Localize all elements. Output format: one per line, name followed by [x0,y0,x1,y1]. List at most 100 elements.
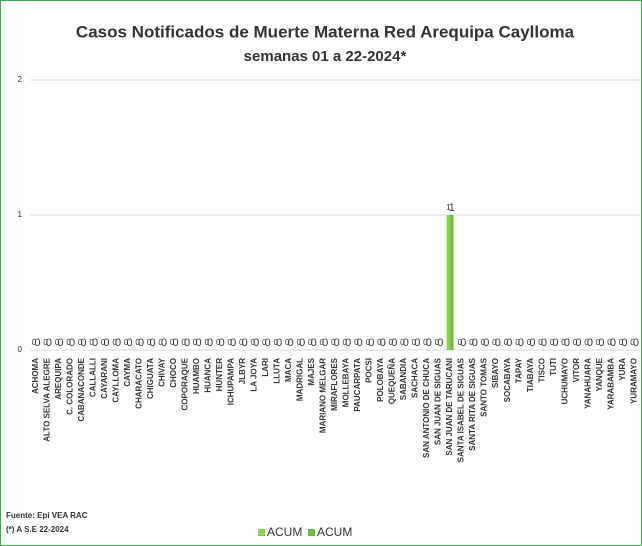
data-label: 0 [633,337,639,349]
data-label: 0 [412,338,417,347]
x-tick-label: LA JOYA [250,358,259,392]
x-tick-label: YANQUE [595,357,604,391]
data-label: 0 [320,338,325,347]
x-tick-label: ICHUPAMPA [227,358,236,405]
data-label: 0 [288,337,294,349]
data-label: 0 [621,337,627,349]
x-tick-label: COPORAQUE [180,357,189,410]
data-label: 0 [483,337,489,349]
data-label: 0 [331,338,336,347]
x-tick-label: SAN ANTONIO DE CHUCA [422,358,431,458]
x-tick-label: PAUCARPATA [353,358,362,412]
data-label: 0 [262,338,267,347]
data-label: 0 [69,337,75,349]
data-label: 0 [368,337,374,349]
data-label: 0 [403,337,409,349]
x-tick-label: LLUTA [273,358,282,384]
data-label: 0 [103,337,109,349]
x-tick-label: CAYLLOMA [111,358,120,403]
x-tick-label: TUTI [549,358,558,376]
data-label: 0 [460,337,466,349]
data-label: 0 [366,338,371,347]
legend-label: ACUM [267,525,302,539]
source-note: Fuente: Epi VEA RAC [6,511,88,520]
bar [450,215,454,350]
data-label: 0 [504,338,509,347]
data-label: 0 [147,338,152,347]
x-tick-label: SOCABAYA [503,358,512,403]
data-label: 0 [357,337,363,349]
data-label: 1 [446,203,451,212]
y-tick-label: 1 [18,210,23,219]
x-tick-label: UCHUMAYO [560,358,569,404]
x-tick-label: MIRAFLORES [330,357,339,411]
data-label: 0 [391,337,397,349]
data-label: 0 [253,337,259,349]
data-label: 0 [472,337,478,349]
data-label: 0 [66,338,71,347]
data-label: 0 [101,338,106,347]
data-label: 0 [619,338,624,347]
x-tick-label: TIABAYA [526,358,535,392]
chart-title: Casos Notificados de Muerte Materna Red … [76,22,575,41]
data-label: 0 [150,337,156,349]
data-label: 0 [276,337,282,349]
x-tick-label: SANTA RITA DE SIGUAS [468,357,477,451]
data-label: 0 [170,338,175,347]
data-label: 0 [193,338,198,347]
data-label: 0 [285,338,290,347]
data-label: 0 [184,337,190,349]
x-tick-label: YANAHUARA [583,358,592,409]
data-label: 1 [449,202,455,214]
data-label: 0 [204,338,209,347]
x-tick-label: CAYARANI [100,358,109,399]
data-label: 0 [552,337,558,349]
x-tick-label: CALLALLI [88,358,97,397]
x-tick-label: SABANDIA [399,358,408,400]
x-tick-label: JLBYR [238,358,247,384]
data-label: 0 [561,338,566,347]
x-tick-label: MACA [284,358,293,382]
data-label: 0 [380,337,386,349]
data-label: 0 [230,337,236,349]
data-label: 0 [506,337,512,349]
data-label: 0 [495,337,501,349]
data-label: 0 [515,338,520,347]
data-label: 0 [173,337,179,349]
x-tick-label: MARIANO MELGAR [319,358,328,433]
x-tick-label: POLOBAYA [376,358,385,402]
x-tick-label: QUEQUEÑA [388,358,397,404]
data-label: 0 [216,338,221,347]
data-label: 0 [334,337,340,349]
data-label: 0 [607,338,612,347]
data-label: 0 [527,338,532,347]
x-tick-label: AREQUIPA [54,358,63,400]
x-tick-label: HUNTER [215,358,224,392]
data-label: 0 [481,338,486,347]
data-label: 0 [518,337,524,349]
x-tick-label: SACHACA [411,358,420,398]
data-label: 0 [354,338,359,347]
data-label: 0 [158,338,163,347]
data-label: 0 [57,337,63,349]
data-label: 0 [43,338,48,347]
data-label: 0 [112,338,117,347]
data-label: 0 [207,337,213,349]
data-label: 0 [32,338,37,347]
y-tick-label: 0 [18,345,23,354]
x-tick-label: SAN JUAN DE SIGUAS [434,357,443,445]
data-label: 0 [458,338,463,347]
data-label: 0 [564,337,570,349]
data-label: 0 [242,337,248,349]
data-label: 0 [80,337,86,349]
data-label: 0 [550,338,555,347]
data-label: 0 [423,338,428,347]
data-label: 0 [584,338,589,347]
x-tick-label: CHOCO [169,358,178,388]
data-label: 0 [227,338,232,347]
x-tick-label: SIBAYO [491,358,500,388]
data-label: 0 [46,337,52,349]
data-label: 0 [630,338,635,347]
x-tick-label: CAYMA [123,358,132,387]
data-label: 0 [135,338,140,347]
